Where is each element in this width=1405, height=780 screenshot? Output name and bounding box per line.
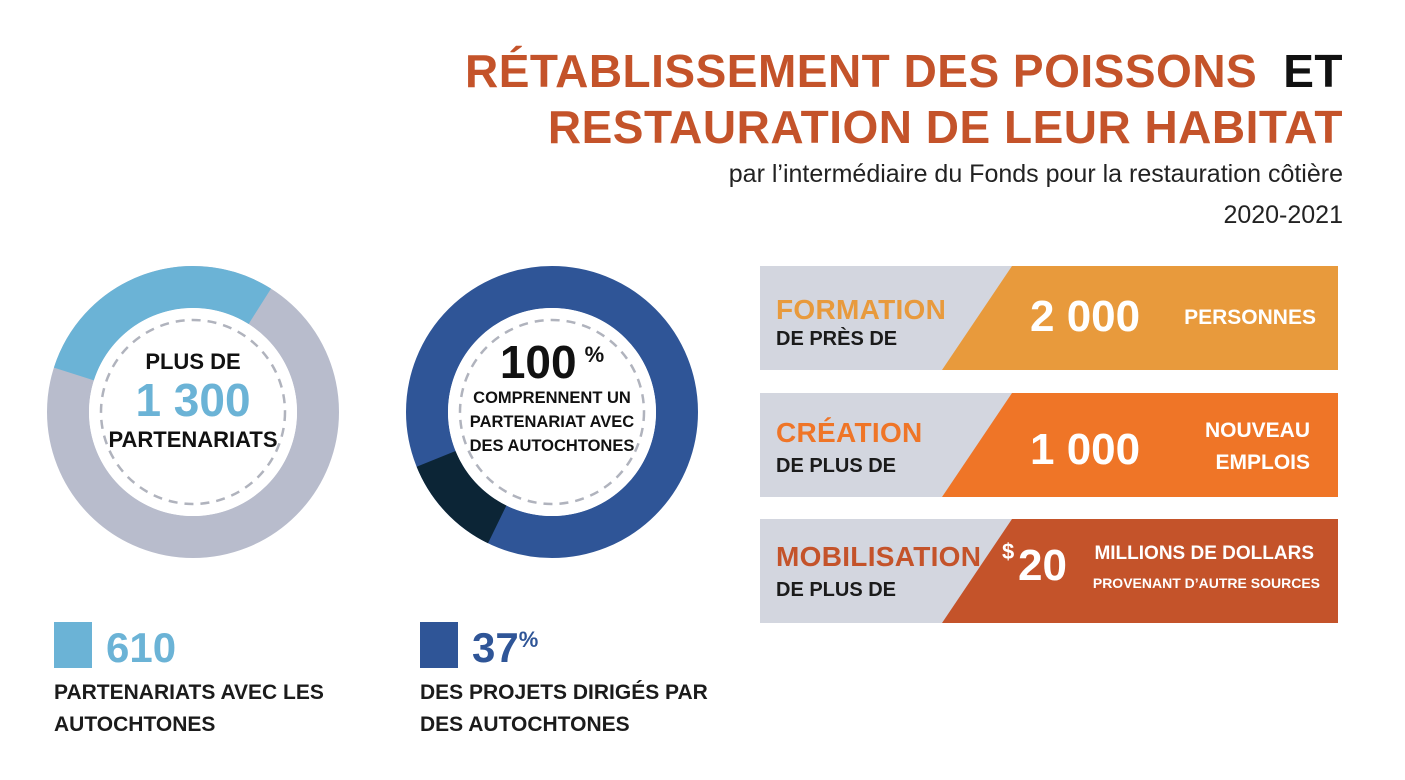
donut-right-line2: COMPRENNENT UN [473, 389, 631, 407]
title-black: ET [1283, 45, 1343, 97]
band-formation-label: FORMATION [776, 294, 947, 325]
band-creation-bg [760, 393, 1338, 497]
legend-right-number: 37% [472, 624, 538, 672]
legend-left-swatch [54, 622, 92, 668]
band-creation-sublabel: DE PLUS DE [776, 455, 897, 477]
band-formation-sublabel: DE PRÈS DE [776, 328, 898, 350]
band-mobilisation-currency: $ [1002, 539, 1015, 564]
title-line-2: RESTAURATION DE LEUR HABITAT [547, 101, 1343, 153]
donut-dark-arc [416, 450, 508, 544]
legend-right-percent: % [518, 627, 539, 652]
donut-dashed-ring [458, 318, 646, 506]
band-formation-unit: PERSONNES [1184, 306, 1316, 329]
title-orange: RÉTABLISSEMENT DES POISSONS [465, 45, 1258, 97]
band-formation-bg [760, 266, 1338, 370]
donut-right-value: 100 [499, 336, 577, 388]
legend-right-text-2: DES AUTOCHTONES [420, 713, 630, 736]
band-formation-number: 2 000 [1030, 292, 1141, 341]
band-formation: FORMATION DE PRÈS DE 2 000 PERSONNES [760, 266, 1338, 370]
donut-right-line3: PARTENARIAT AVEC [469, 413, 635, 431]
donut-inner [89, 308, 297, 516]
band-mobilisation-label: MOBILISATION [776, 541, 982, 572]
donut-right-line4: DES AUTOCHTONES [469, 437, 635, 455]
donut-main-ring [406, 266, 698, 558]
band-creation: CRÉATION DE PLUS DE 1 000 NOUVEAU EMPLOI… [760, 393, 1338, 497]
band-creation-unit-2: EMPLOIS [1215, 451, 1310, 474]
indigenous-donut: 100% COMPRENNENT UN PARTENARIAT AVEC DES… [405, 265, 699, 559]
band-mobilisation-number: 20 [1018, 541, 1067, 590]
donut-left-line1: PLUS DE [145, 349, 241, 374]
donut-dashed-ring [99, 318, 287, 506]
donut-left-number: 1 300 [135, 374, 251, 426]
legend-right-value: 37 [472, 624, 519, 671]
donut-inner [448, 308, 656, 516]
legend-right-text-1: DES PROJETS DIRIGÉS PAR [420, 681, 708, 704]
band-creation-number: 1 000 [1030, 425, 1141, 474]
band-mobilisation-unit-2: PROVENANT D’AUTRE SOURCES [1092, 575, 1320, 591]
band-mobilisation-unit-1: MILLIONS DE DOLLARS [1094, 543, 1314, 564]
legend-left-number: 610 [106, 624, 177, 671]
subtitle: par l’intermédiaire du Fonds pour la res… [728, 160, 1343, 188]
legend-left-text-2: AUTOCHTONES [54, 713, 216, 736]
band-creation-label: CRÉATION [776, 417, 923, 448]
donut-highlight-arc [53, 266, 271, 381]
donut-right-number: 100% [405, 335, 699, 389]
band-mobilisation: MOBILISATION DE PLUS DE $ 20 MILLIONS DE… [760, 519, 1338, 623]
partnerships-donut-chart [47, 266, 339, 558]
years: 2020-2021 [1223, 201, 1343, 229]
title-line-1: RÉTABLISSEMENT DES POISSONS ET [465, 48, 1343, 94]
band-creation-unit-1: NOUVEAU [1204, 419, 1310, 442]
donut-right-percent: % [584, 341, 605, 367]
legend-right-swatch [420, 622, 458, 668]
indigenous-donut-chart [406, 266, 698, 558]
band-mobilisation-sublabel: DE PLUS DE [776, 579, 897, 601]
partnerships-donut: PLUS DE 1 300 PARTENARIATS [46, 265, 340, 559]
band-mobilisation-bg [760, 519, 1338, 623]
donut-left-line3: PARTENARIATS [108, 427, 278, 452]
legend-left-text-1: PARTENARIATS AVEC LES [54, 681, 324, 704]
